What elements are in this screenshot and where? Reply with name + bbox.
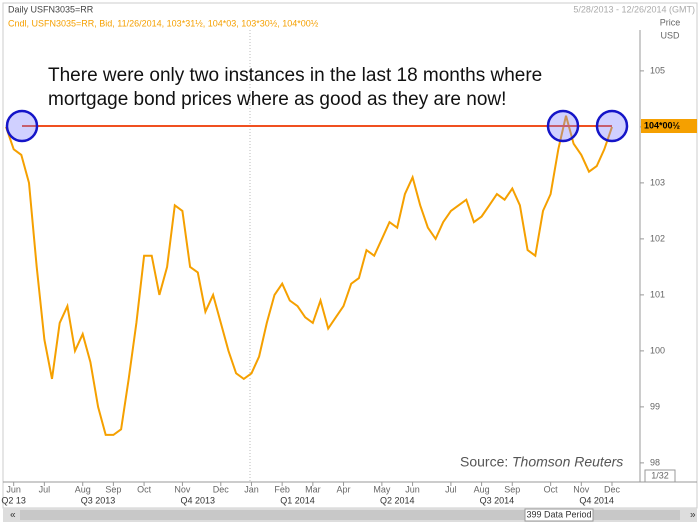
x-tick-label: Feb [274, 484, 290, 494]
highlight-circle [546, 109, 580, 143]
x-tick-label: Nov [573, 484, 590, 494]
source-name: Thomson Reuters [512, 454, 623, 470]
last-price-label: 104*00½ [644, 120, 681, 130]
x-tick-label: Jan [244, 484, 259, 494]
chart-title: Daily USFN3035=RR [8, 4, 94, 14]
highlight-circle [5, 109, 39, 143]
price-line [5, 115, 613, 436]
x-tick-label: Dec [604, 484, 621, 494]
x-tick-label: May [373, 484, 391, 494]
y-tick-label: 102 [650, 233, 665, 243]
y-tick-label: 101 [650, 289, 665, 299]
quarter-label: Q1 2014 [280, 495, 315, 505]
x-tick-label: Oct [137, 484, 152, 494]
x-tick-label: Jun [405, 484, 420, 494]
data-period: 399 Data Period [526, 509, 591, 519]
quarter-label: Q4 2013 [181, 495, 216, 505]
y-tick-label: 103 [650, 177, 665, 187]
x-tick-label: Apr [337, 484, 351, 494]
tick-size: 1/32 [651, 470, 669, 480]
y-axis-label: Price [660, 17, 681, 27]
quarter-label: Q2 13 [1, 495, 26, 505]
quarter-label: Q3 2013 [81, 495, 116, 505]
x-tick-label: Jun [6, 484, 21, 494]
data-period-box [524, 508, 594, 522]
x-tick-label: Sep [105, 484, 121, 494]
legend: Cndl, USFN3035=RR, Bid, 11/26/2014, 103*… [8, 18, 319, 28]
x-tick-label: Aug [474, 484, 490, 494]
tick-size-box [644, 469, 676, 483]
scroll-right[interactable]: » [690, 510, 696, 521]
date-range: 5/28/2013 - 12/26/2014 (GMT) [573, 4, 695, 14]
quarter-label: Q2 2014 [380, 495, 415, 505]
annotation: mortgage bond prices where as good as th… [48, 89, 506, 110]
x-tick-label: Jul [445, 484, 457, 494]
scroll-thumb[interactable] [20, 510, 680, 520]
x-tick-label: Nov [174, 484, 191, 494]
y-tick-label: 100 [650, 345, 665, 355]
annotation: There were only two instances in the las… [48, 65, 542, 86]
x-tick-label: Aug [75, 484, 91, 494]
x-tick-label: Sep [504, 484, 520, 494]
x-tick-label: Dec [213, 484, 230, 494]
x-tick-label: Jul [39, 484, 51, 494]
x-tick-label: Oct [544, 484, 559, 494]
y-tick-label: 99 [650, 401, 660, 411]
y-axis-unit: USD [660, 30, 680, 40]
quarter-label: Q4 2014 [579, 495, 614, 505]
scroll-left[interactable]: « [10, 510, 16, 521]
x-tick-label: Mar [305, 484, 321, 494]
y-tick-label: 98 [650, 457, 660, 467]
highlight-circle [595, 109, 629, 143]
quarter-label: Q3 2014 [480, 495, 515, 505]
source: Source: [460, 454, 508, 470]
y-tick-label: 105 [650, 65, 665, 75]
last-price-box [641, 119, 697, 134]
